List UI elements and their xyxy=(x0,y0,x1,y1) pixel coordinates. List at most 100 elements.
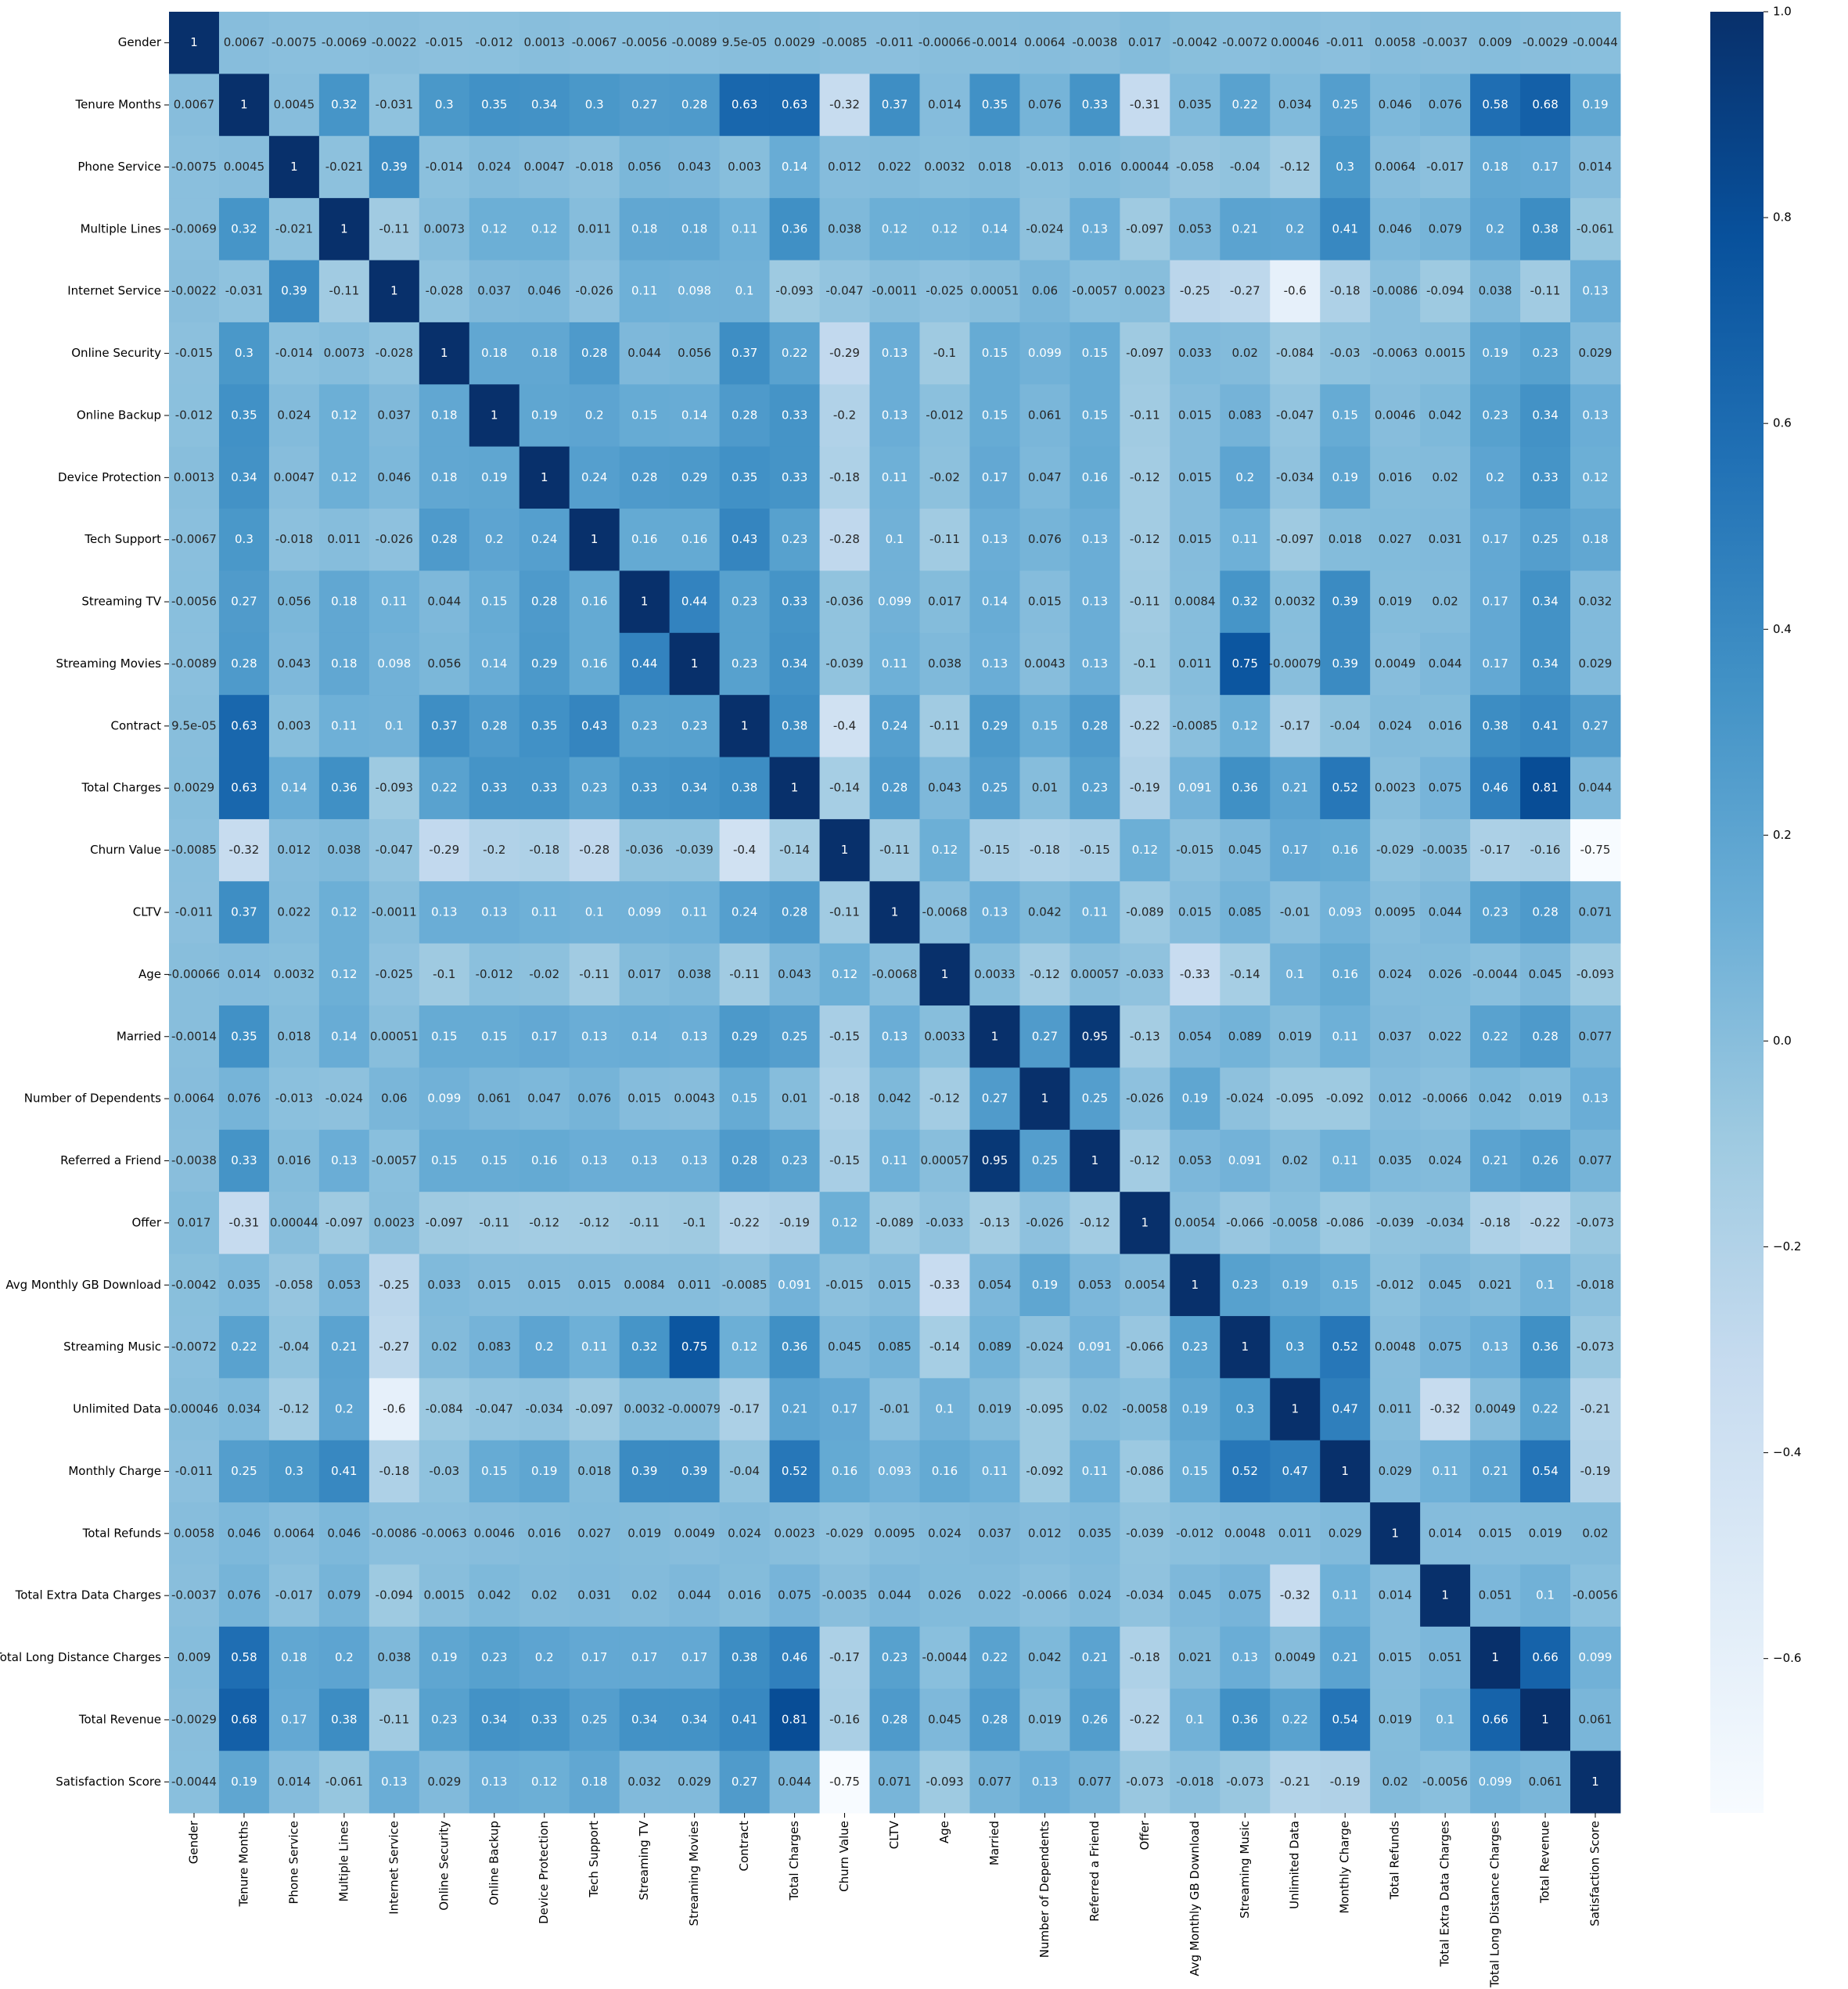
cell-label: -0.061 xyxy=(1577,221,1614,236)
heatmap-cell xyxy=(268,1626,320,1689)
cell-label: 0.28 xyxy=(1082,718,1108,732)
heatmap-cell xyxy=(1520,509,1571,571)
cell-label: 1 xyxy=(1041,1092,1049,1106)
cell-label: -0.6 xyxy=(383,1402,405,1416)
heatmap-cell xyxy=(719,570,771,634)
heatmap-cell xyxy=(1070,1689,1120,1752)
heatmap-cell xyxy=(1470,322,1521,385)
heatmap-cell xyxy=(1470,12,1521,74)
cell-label: 0.11 xyxy=(1082,905,1108,919)
cell-label: 0.35 xyxy=(481,98,507,112)
heatmap-cell xyxy=(1170,1192,1221,1255)
heatmap-cell xyxy=(318,1253,370,1317)
heatmap-cell xyxy=(1120,632,1170,696)
y-tick-label: Streaming Movies xyxy=(56,656,162,671)
heatmap-cell xyxy=(619,881,671,944)
heatmap-cell xyxy=(1070,1192,1120,1255)
heatmap-cell xyxy=(1470,632,1521,696)
cell-label: 0.16 xyxy=(1332,967,1357,981)
heatmap-cell xyxy=(1520,1626,1571,1689)
cell-label: -0.0085 xyxy=(722,1278,768,1292)
cell-label: 0.39 xyxy=(381,160,407,174)
cell-label: 0.0033 xyxy=(924,1029,965,1043)
heatmap-cell xyxy=(268,1129,320,1192)
cell-label: 0.015 xyxy=(477,1278,511,1292)
cell-label: 0.037 xyxy=(477,284,511,298)
cell-label: 0.3 xyxy=(585,98,604,112)
heatmap-cell xyxy=(469,1750,520,1814)
cell-label: -0.089 xyxy=(875,1215,913,1229)
cell-label: -0.039 xyxy=(1126,1526,1163,1540)
cell-label: 0.16 xyxy=(581,595,607,609)
y-tick-label: Streaming Music xyxy=(63,1340,161,1354)
cell-label: -0.029 xyxy=(1376,843,1414,857)
heatmap-cell xyxy=(218,570,270,634)
cell-label: -0.12 xyxy=(1080,1215,1110,1229)
cell-label: 0.13 xyxy=(581,1153,607,1167)
cell-label: -0.15 xyxy=(1080,843,1110,857)
heatmap-cell xyxy=(1220,881,1271,944)
heatmap-cell xyxy=(669,260,721,323)
cell-label: -0.32 xyxy=(229,843,260,857)
cell-label: 0.015 xyxy=(527,1278,561,1292)
y-tick-label: Contract xyxy=(110,718,161,732)
cell-label: 0.077 xyxy=(1579,1153,1613,1167)
cell-label: 0.68 xyxy=(1532,98,1558,112)
heatmap-cell xyxy=(419,1005,470,1068)
cell-label: 0.35 xyxy=(982,98,1008,112)
heatmap-cell xyxy=(1170,260,1221,323)
cell-label: 0.031 xyxy=(577,1588,611,1602)
cell-label: 0.2 xyxy=(1486,470,1505,484)
cell-label: -0.15 xyxy=(829,1153,860,1167)
cell-label: 0.38 xyxy=(782,718,807,732)
cell-label: -0.19 xyxy=(779,1215,810,1229)
cell-label: -0.17 xyxy=(829,1650,860,1664)
cell-label: -0.061 xyxy=(325,1775,363,1789)
cell-label: -0.13 xyxy=(1130,1029,1160,1043)
heatmap-cell xyxy=(769,1626,821,1689)
heatmap-cell xyxy=(1470,1626,1521,1689)
heatmap-cell xyxy=(869,1192,920,1255)
heatmap-cell xyxy=(919,1502,970,1565)
cell-label: 0.17 xyxy=(1482,656,1508,671)
cell-label: 0.33 xyxy=(481,781,507,795)
cell-label: 0.053 xyxy=(327,1278,361,1292)
cell-label: 0.014 xyxy=(1379,1588,1412,1602)
heatmap-cell xyxy=(1270,1750,1321,1814)
heatmap-cell xyxy=(519,632,570,696)
heatmap-cell xyxy=(318,509,370,571)
heatmap-cell xyxy=(1570,1564,1621,1628)
heatmap-cell xyxy=(1420,1192,1471,1255)
cell-label: 0.035 xyxy=(227,1278,261,1292)
cell-label: 0.19 xyxy=(431,1650,457,1664)
heatmap-cell xyxy=(369,1378,420,1441)
cell-label: -0.18 xyxy=(379,1464,409,1478)
heatmap-cell xyxy=(519,570,570,634)
cell-label: 0.079 xyxy=(1429,221,1462,236)
cell-label: 0.12 xyxy=(531,221,557,236)
heatmap-cell xyxy=(919,509,970,571)
cell-label: -0.026 xyxy=(1026,1215,1063,1229)
heatmap-cell xyxy=(169,1502,220,1565)
heatmap-cell xyxy=(268,695,320,758)
cell-label: 0.17 xyxy=(1482,595,1508,609)
cell-label: 1 xyxy=(240,98,248,112)
heatmap-cell xyxy=(268,1067,320,1131)
cell-label: 0.13 xyxy=(581,1029,607,1043)
x-tick-label: Total Refunds xyxy=(1388,1821,1402,1901)
heatmap-cell xyxy=(869,695,920,758)
heatmap-cell xyxy=(1570,1626,1621,1689)
cell-label: 0.011 xyxy=(577,221,611,236)
heatmap-cell xyxy=(719,1315,771,1379)
heatmap-cell xyxy=(1019,509,1070,571)
cell-label: 0.54 xyxy=(1332,1712,1357,1726)
x-tick-label: Number of Dependents xyxy=(1037,1821,1052,1958)
heatmap-cell xyxy=(969,1192,1020,1255)
cell-label: 0.23 xyxy=(1082,781,1108,795)
cell-label: 0.1 xyxy=(1536,1588,1555,1602)
heatmap-cell xyxy=(619,818,671,882)
heatmap-cell xyxy=(1019,198,1070,261)
heatmap-cell xyxy=(1570,1067,1621,1131)
cell-label: -0.011 xyxy=(875,35,913,49)
heatmap-cell xyxy=(519,1005,570,1068)
